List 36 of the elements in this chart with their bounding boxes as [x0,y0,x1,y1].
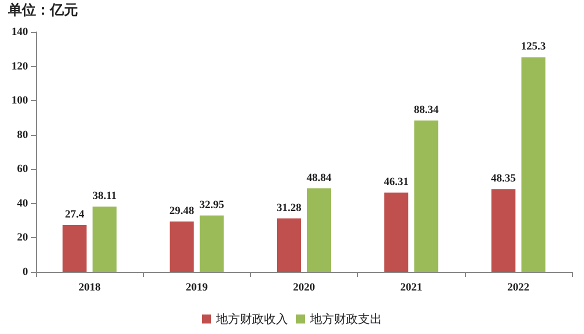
y-tick-label: 100 [12,94,28,107]
bar [414,120,438,272]
y-axis-title: 单位：亿元 [7,2,78,18]
bar [200,216,224,272]
x-tick-label: 2019 [186,282,208,294]
bar [491,189,516,272]
y-tick-label: 40 [17,197,28,210]
data-label: 29.48 [169,204,195,217]
y-tick-label: 120 [12,60,28,72]
data-label: 48.35 [491,172,516,185]
legend-label: 地方财政收入 [215,312,288,326]
data-label: 88.34 [414,104,440,116]
x-tick-label: 2020 [293,282,316,294]
bar [62,225,87,272]
y-tick-label: 60 [17,163,28,176]
x-tick-label: 2018 [78,282,102,294]
bar [170,221,194,272]
bar [277,218,301,272]
data-label: 31.28 [276,202,302,214]
bar [92,206,117,272]
data-label: 125.3 [521,40,546,53]
bar [307,188,331,272]
data-label: 46.31 [384,176,409,188]
data-label: 32.95 [199,199,225,212]
y-tick-label: 20 [17,232,28,244]
y-tick-label: 0 [22,266,28,278]
y-tick-label: 80 [17,128,28,141]
bar [521,57,546,272]
y-tick-label: 140 [12,26,28,38]
bar [384,192,408,272]
data-label: 38.11 [92,190,117,202]
legend-label: 地方财政支出 [309,312,382,326]
data-label: 27.4 [64,208,85,221]
data-label: 48.84 [306,172,332,184]
x-tick-label: 2022 [507,282,530,294]
x-tick-label: 2021 [400,282,422,294]
